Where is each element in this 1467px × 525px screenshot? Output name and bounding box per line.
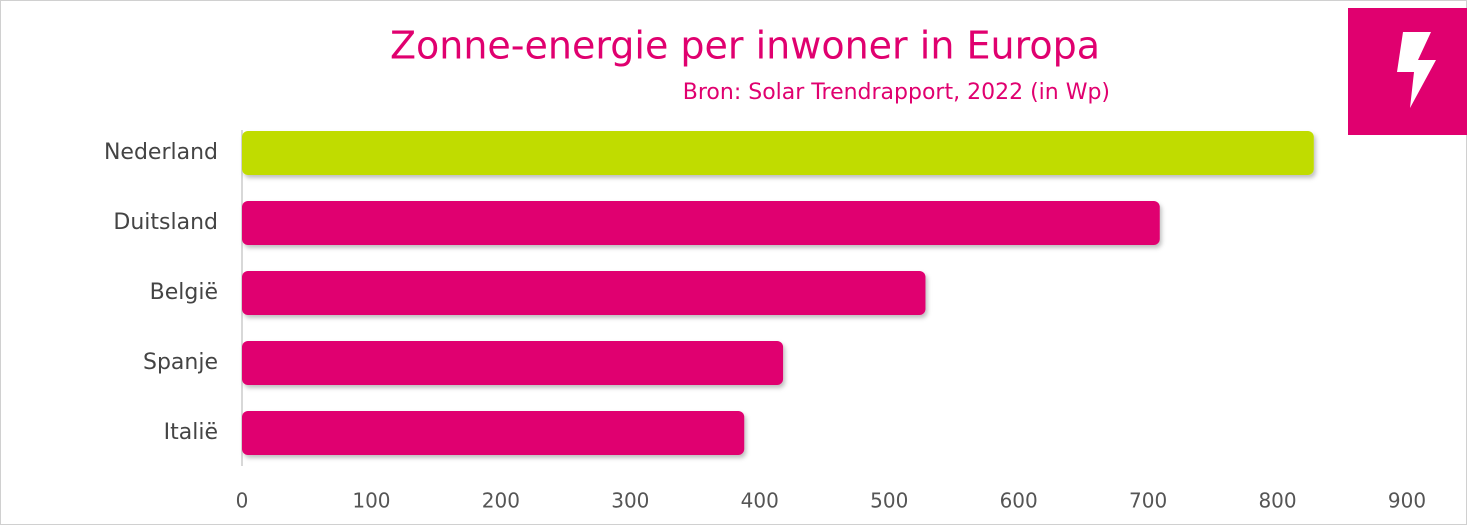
bar [242,411,745,455]
x-tick-label: 900 [1388,489,1426,513]
y-tick-label: Spanje [143,350,218,375]
y-tick-label: Nederland [104,140,218,165]
x-tick-label: 800 [1258,489,1296,513]
x-tick-label: 100 [352,489,390,513]
x-tick-label: 500 [870,489,908,513]
y-tick-label: België [150,280,218,305]
x-tick-label: 600 [1000,489,1038,513]
x-tick-label: 400 [741,489,779,513]
bar [242,271,926,315]
logo-bolt [1397,32,1436,108]
chart-title: Zonne-energie per inwoner in Europa [390,24,1100,68]
x-tick-label: 700 [1129,489,1167,513]
chart-subtitle: Bron: Solar Trendrapport, 2022 (in Wp) [683,80,1110,105]
x-tick-label: 200 [482,489,520,513]
bar [242,131,1314,175]
bar [242,201,1160,245]
bar [242,341,784,385]
y-tick-label: Duitsland [113,210,218,235]
y-tick-label: Italië [164,420,218,445]
x-tick-label: 0 [236,489,249,513]
x-tick-label: 300 [611,489,649,513]
